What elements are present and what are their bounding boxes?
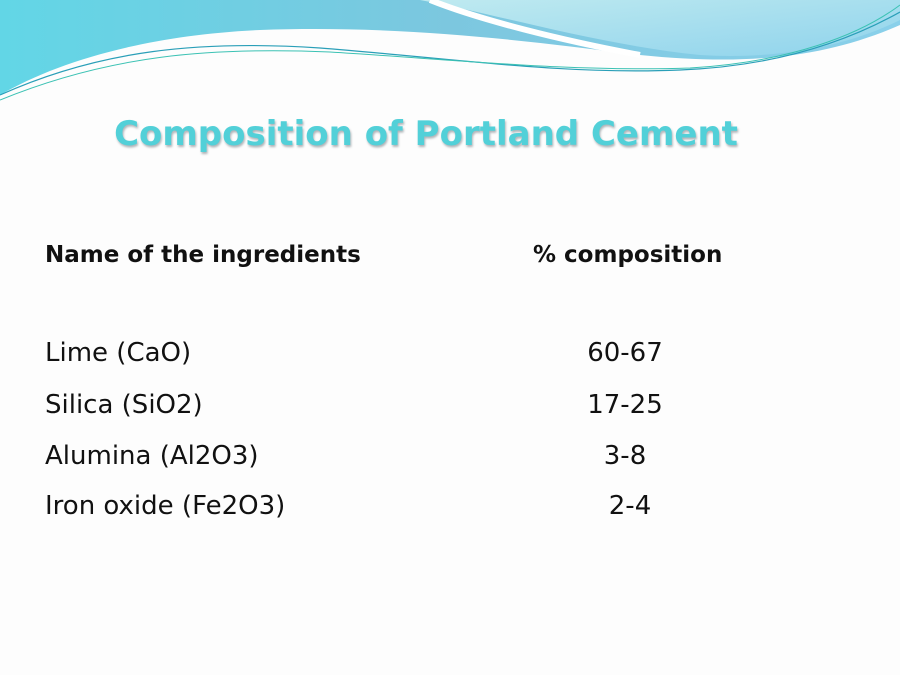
slide-title: Composition of Portland Cement <box>114 114 738 154</box>
ingredient-value: 17-25 <box>587 390 663 420</box>
header-wave-decoration <box>0 0 900 101</box>
ingredient-name: Iron oxide (Fe2O3) <box>45 491 286 521</box>
ingredient-name: Silica (SiO2) <box>45 390 203 420</box>
column-header-composition: % composition <box>533 242 723 268</box>
ingredient-value: 2-4 <box>608 491 652 521</box>
column-header-ingredients: Name of the ingredients <box>45 242 361 268</box>
ingredient-value: 3-8 <box>603 441 647 471</box>
ingredient-name: Lime (CaO) <box>45 338 192 368</box>
ingredient-value: 60-67 <box>587 338 663 368</box>
ingredient-name: Alumina (Al2O3) <box>45 441 259 471</box>
